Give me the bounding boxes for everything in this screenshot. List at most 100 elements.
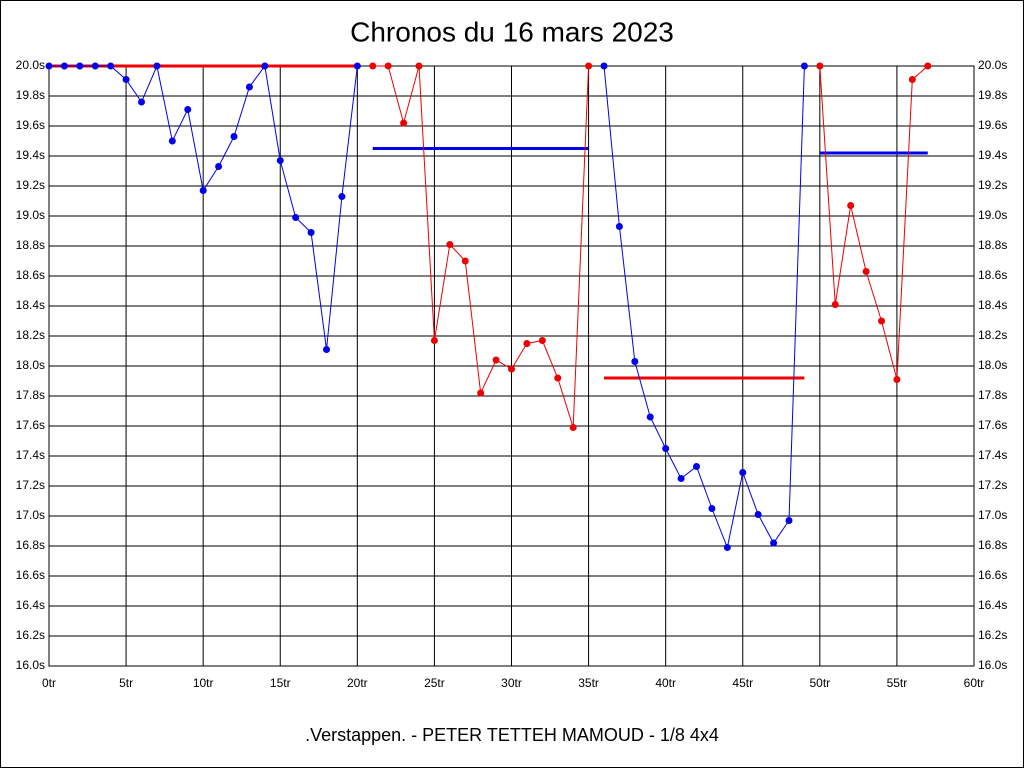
data-point bbox=[538, 337, 546, 344]
data-point bbox=[862, 268, 870, 275]
data-point bbox=[508, 365, 515, 373]
y2-tick-label: 20.0s bbox=[978, 58, 1007, 72]
data-point bbox=[91, 62, 99, 70]
y2-tick-label: 17.6s bbox=[978, 418, 1007, 432]
y2-tick-label: 19.0s bbox=[978, 208, 1007, 222]
y-tick-label: 19.4s bbox=[16, 148, 45, 162]
y-tick-label: 17.4s bbox=[16, 448, 45, 462]
y2-tick-label: 17.4s bbox=[978, 448, 1007, 462]
data-point bbox=[384, 62, 392, 70]
x-tick-label: 30tr bbox=[501, 676, 522, 690]
data-point bbox=[292, 214, 300, 221]
y-tick-label: 16.2s bbox=[16, 628, 45, 642]
y2-tick-label: 16.8s bbox=[978, 538, 1007, 552]
data-point bbox=[400, 119, 408, 127]
y2-tick-label: 18.8s bbox=[978, 238, 1007, 252]
data-point bbox=[831, 301, 839, 308]
data-point bbox=[924, 62, 932, 70]
y-tick-label: 19.0s bbox=[16, 208, 45, 222]
y2-tick-label: 17.8s bbox=[978, 388, 1007, 402]
data-point bbox=[446, 241, 454, 248]
x-tick-label: 55tr bbox=[887, 676, 908, 690]
data-point bbox=[523, 340, 531, 347]
y2-tick-label: 16.4s bbox=[978, 598, 1007, 612]
y2-tick-label: 19.2s bbox=[978, 178, 1007, 192]
data-point bbox=[45, 62, 53, 70]
y-tick-label: 17.6s bbox=[16, 418, 45, 432]
data-point bbox=[492, 356, 500, 364]
data-point bbox=[323, 346, 330, 353]
data-point bbox=[569, 424, 577, 431]
data-point bbox=[908, 76, 916, 83]
y-tick-label: 20.0s bbox=[16, 58, 45, 72]
x-tick-label: 20tr bbox=[347, 676, 368, 690]
data-point bbox=[60, 62, 68, 70]
y2-tick-label: 19.4s bbox=[978, 148, 1007, 162]
x-tick-label: 15tr bbox=[270, 676, 291, 690]
data-point bbox=[847, 202, 855, 209]
y-tick-label: 16.4s bbox=[16, 598, 45, 612]
data-point bbox=[646, 413, 654, 421]
data-point bbox=[245, 83, 253, 91]
x-tick-label: 50tr bbox=[809, 676, 830, 690]
y-tick-label: 16.6s bbox=[16, 568, 45, 582]
data-point bbox=[662, 445, 670, 452]
y2-tick-label: 17.0s bbox=[978, 508, 1007, 522]
data-point bbox=[693, 463, 700, 470]
y-tick-label: 18.4s bbox=[16, 298, 45, 312]
data-point bbox=[554, 374, 562, 382]
data-point bbox=[816, 62, 824, 70]
data-point bbox=[107, 62, 115, 70]
y-tick-label: 18.2s bbox=[16, 328, 45, 342]
y2-tick-label: 17.2s bbox=[978, 478, 1007, 492]
x-tick-label: 25tr bbox=[424, 676, 445, 690]
x-tick-label: 45tr bbox=[732, 676, 753, 690]
y2-tick-label: 19.8s bbox=[978, 88, 1007, 102]
data-point bbox=[338, 193, 346, 200]
x-tick-label: 10tr bbox=[193, 676, 214, 690]
data-point bbox=[600, 62, 608, 70]
data-point bbox=[770, 539, 778, 547]
data-point bbox=[199, 187, 207, 194]
y-tick-label: 17.8s bbox=[16, 388, 45, 402]
data-point bbox=[261, 62, 269, 70]
x-tick-label: 60tr bbox=[964, 676, 985, 690]
data-point bbox=[461, 257, 469, 265]
data-point bbox=[739, 469, 747, 476]
data-point bbox=[631, 358, 639, 365]
y2-tick-label: 18.4s bbox=[978, 298, 1007, 312]
x-tick-label: 5tr bbox=[119, 676, 133, 690]
data-point bbox=[754, 511, 762, 518]
data-point bbox=[276, 157, 284, 164]
data-point bbox=[430, 337, 438, 344]
data-point bbox=[878, 317, 885, 325]
data-point bbox=[708, 505, 716, 512]
x-tick-label: 40tr bbox=[655, 676, 676, 690]
x-tick-label: 35tr bbox=[578, 676, 599, 690]
data-point bbox=[307, 229, 315, 236]
y-tick-label: 17.2s bbox=[16, 478, 45, 492]
data-point bbox=[615, 223, 623, 230]
x-tick-label: 0tr bbox=[42, 676, 56, 690]
series-line bbox=[819, 65, 929, 380]
data-point bbox=[677, 475, 685, 482]
data-point bbox=[138, 98, 145, 106]
chart-title: Chronos du 16 mars 2023 bbox=[350, 16, 674, 47]
y-tick-label: 18.0s bbox=[16, 358, 45, 372]
data-point bbox=[168, 137, 176, 145]
y2-tick-label: 18.6s bbox=[978, 268, 1007, 282]
y2-tick-label: 16.6s bbox=[978, 568, 1007, 582]
y-tick-label: 16.0s bbox=[16, 658, 45, 672]
data-point bbox=[800, 62, 808, 70]
data-point bbox=[723, 544, 731, 551]
data-point bbox=[215, 163, 223, 170]
data-point bbox=[415, 62, 423, 70]
y2-tick-label: 16.0s bbox=[978, 658, 1007, 672]
data-point bbox=[585, 62, 593, 70]
y2-tick-label: 19.6s bbox=[978, 118, 1007, 132]
y-tick-label: 18.6s bbox=[16, 268, 45, 282]
data-point bbox=[153, 62, 161, 70]
y2-tick-label: 18.0s bbox=[978, 358, 1007, 372]
y2-tick-label: 16.2s bbox=[978, 628, 1007, 642]
